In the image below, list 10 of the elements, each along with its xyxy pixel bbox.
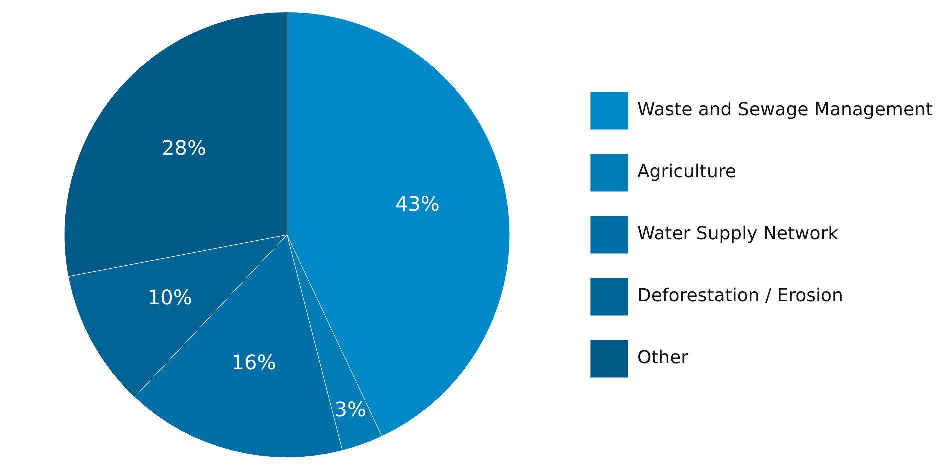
- data-label: 3%: [334, 397, 366, 422]
- data-label: 10%: [148, 286, 192, 310]
- legend-label: Water Supply Network: [637, 224, 840, 245]
- legend-label: Other: [637, 348, 690, 369]
- data-label: 16%: [232, 350, 276, 375]
- data-label: 43%: [395, 192, 440, 216]
- data-label: 28%: [162, 136, 206, 160]
- legend-label: Agriculture: [637, 162, 736, 183]
- legend-label: Waste and Sewage Management: [637, 100, 934, 121]
- legend-label: Deforestation / Erosion: [637, 286, 844, 307]
